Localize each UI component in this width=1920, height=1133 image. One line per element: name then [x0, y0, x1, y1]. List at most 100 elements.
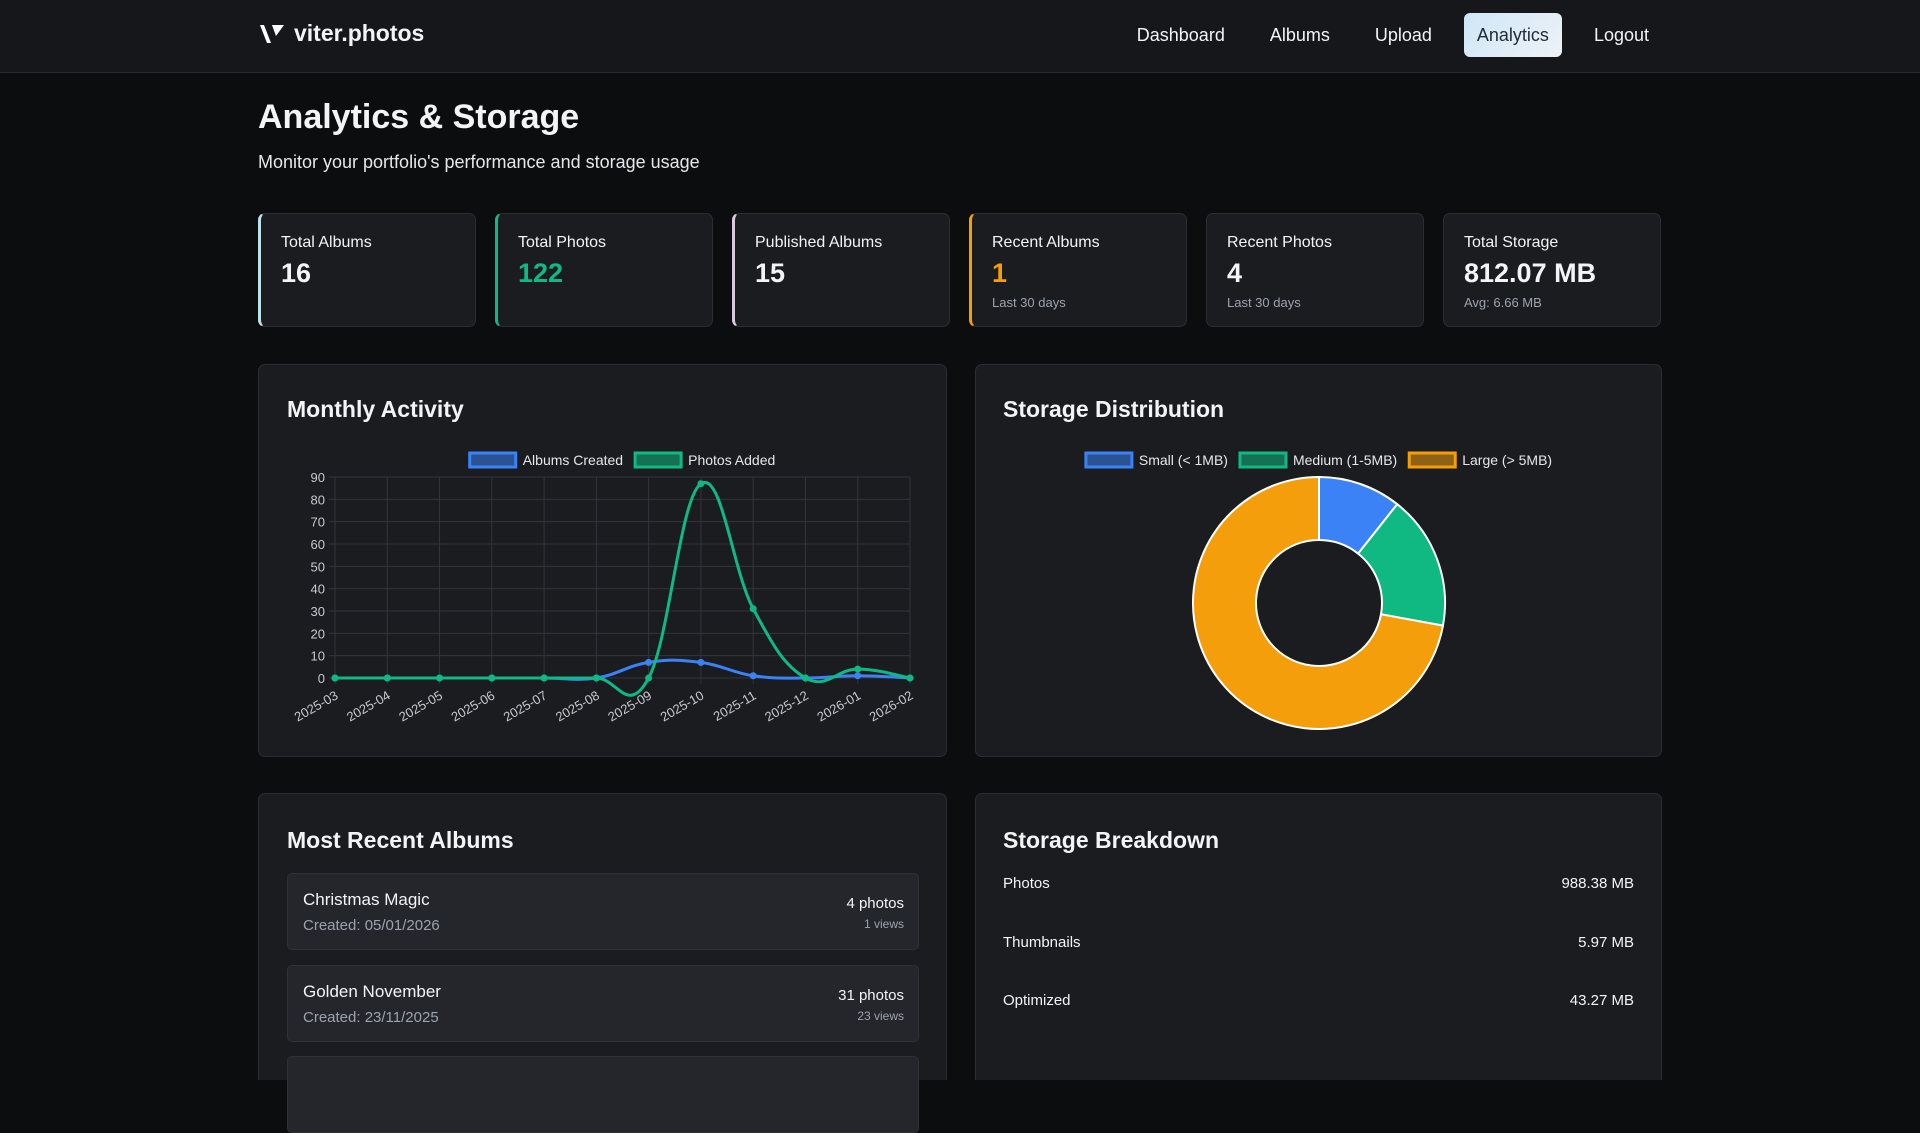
album-created: Created: 05/01/2026 — [303, 917, 440, 934]
chart-title: Monthly Activity — [287, 396, 464, 422]
stat-note: Last 30 days — [1227, 295, 1301, 310]
stat-card: Total Photos 122 — [495, 213, 713, 327]
legend-swatch — [1407, 451, 1457, 469]
x-tick-label: 2026-01 — [814, 688, 863, 725]
y-tick-label: 30 — [311, 604, 325, 619]
nav-link[interactable]: Logout — [1593, 25, 1649, 45]
brand[interactable]: viter.photos — [258, 20, 424, 47]
legend-label: Photos Added — [688, 452, 775, 468]
breakdown-label: Photos — [1003, 875, 1050, 892]
stat-label: Total Photos — [518, 234, 607, 251]
album-created: Created: 23/11/2025 — [303, 1009, 439, 1026]
legend-label: Albums Created — [523, 452, 623, 468]
chart-panel: Storage Distribution Small (< 1MB) Medium … — [975, 364, 1662, 757]
legend-item: Small (< 1MB) — [1084, 451, 1228, 469]
nav-link[interactable]: Albums — [1269, 25, 1330, 45]
album-name: Golden November — [303, 982, 441, 1001]
stat-card: Recent Albums 1 Last 30 days — [969, 213, 1187, 327]
y-tick-label: 40 — [311, 582, 325, 597]
stat-value: 4 — [1227, 258, 1243, 288]
stat-note: Avg: 6.66 MB — [1464, 295, 1542, 310]
recent-albums-panel: Most Recent Albums Christmas Magic Create… — [258, 793, 947, 1133]
album-views: 23 views — [857, 1009, 904, 1023]
x-tick-label: 2025-04 — [344, 688, 393, 725]
legend-label: Medium (1-5MB) — [1293, 452, 1397, 468]
breakdown-label: Optimized — [1003, 992, 1071, 1009]
data-point — [801, 674, 809, 682]
y-tick-label: 60 — [311, 537, 325, 552]
x-tick-label: 2026-02 — [867, 688, 916, 725]
data-point — [436, 674, 444, 682]
y-tick-label: 0 — [318, 671, 325, 686]
legend-item: Photos Added — [633, 451, 775, 469]
y-tick-label: 80 — [311, 492, 325, 507]
nav-items: Dashboard Albums Upload Analytics Logout — [1124, 13, 1662, 57]
chart-panel: Monthly Activity Albums Created Photos Add… — [258, 364, 947, 757]
data-point — [749, 605, 757, 613]
y-tick-label: 20 — [311, 626, 325, 641]
data-point — [383, 674, 391, 682]
legend-swatch — [468, 451, 518, 469]
y-tick-label: 10 — [311, 649, 325, 664]
legend-item: Albums Created — [468, 451, 623, 469]
data-point — [540, 674, 548, 682]
stat-label: Total Albums — [281, 234, 372, 251]
stat-card: Published Albums 15 — [732, 213, 950, 327]
stat-label: Recent Photos — [1227, 234, 1332, 251]
data-point — [645, 658, 653, 666]
data-point — [645, 674, 653, 682]
y-tick-label: 70 — [311, 515, 325, 530]
y-tick-label: 50 — [311, 559, 325, 574]
stat-card: Total Albums 16 — [258, 213, 476, 327]
panel-title: Most Recent Albums — [287, 827, 514, 853]
data-point — [697, 658, 705, 666]
stat-value: 122 — [518, 258, 564, 288]
stat-card: Recent Photos 4 Last 30 days — [1206, 213, 1424, 327]
brand-name: viter.photos — [294, 20, 425, 46]
stat-card: Total Storage 812.07 MB Avg: 6.66 MB — [1443, 213, 1661, 327]
nav-link[interactable]: Analytics — [1463, 13, 1562, 57]
legend-swatch — [1238, 451, 1288, 469]
legend-item: Medium (1-5MB) — [1238, 451, 1397, 469]
nav-link[interactable]: Upload — [1374, 25, 1432, 45]
x-tick-label: 2025-05 — [396, 688, 445, 725]
stat-value: 16 — [281, 258, 312, 288]
y-tick-label: 90 — [311, 470, 325, 485]
album-photos: 4 photos — [846, 895, 904, 912]
stat-value: 15 — [755, 258, 786, 288]
breakdown-label: Thumbnails — [1003, 933, 1081, 951]
data-point — [906, 674, 914, 682]
data-point — [331, 674, 339, 682]
album-item[interactable]: Christmas Magic Created: 05/01/2026 4 phot… — [287, 873, 919, 950]
legend-swatch — [1084, 451, 1134, 469]
album-item[interactable]: Golden November Created: 23/11/2025 31 pho… — [287, 965, 919, 1042]
data-point — [592, 674, 600, 682]
doughnut-chart: Storage Distribution Small (< 1MB) Medium … — [1003, 396, 1552, 730]
x-tick-label: 2025-10 — [658, 688, 707, 725]
data-point — [749, 672, 757, 680]
chart-title: Storage Distribution — [1003, 396, 1224, 422]
album-name: Christmas Magic — [303, 890, 430, 909]
album-item[interactable] — [287, 1056, 919, 1133]
breakdown-value: 988.38 MB — [1561, 875, 1634, 892]
stat-value: 1 — [992, 258, 1008, 288]
legend-label: Large (> 5MB) — [1462, 452, 1552, 468]
doughnut-slice — [1192, 475, 1445, 730]
page-subtitle: Monitor your portfolio's performance and… — [258, 152, 700, 172]
x-tick-label: 2025-08 — [553, 688, 602, 725]
data-point — [488, 674, 496, 682]
nav-link[interactable]: Dashboard — [1136, 25, 1225, 45]
stat-label: Recent Albums — [992, 234, 1100, 251]
x-tick-label: 2025-09 — [605, 688, 654, 725]
x-tick-label: 2025-12 — [762, 688, 811, 725]
album-views: 1 views — [863, 917, 904, 931]
page-title: Analytics & Storage — [258, 98, 580, 136]
panel-title: Storage Breakdown — [1003, 827, 1219, 853]
x-tick-label: 2025-11 — [711, 688, 759, 724]
storage-breakdown-panel: Storage Breakdown Photos 988.38 MB Thumbna… — [975, 793, 1662, 1080]
data-point — [854, 665, 862, 673]
nav-bar: viter.photos Dashboard Albums Upload Analyt… — [0, 0, 1920, 73]
legend-item: Large (> 5MB) — [1407, 451, 1552, 469]
